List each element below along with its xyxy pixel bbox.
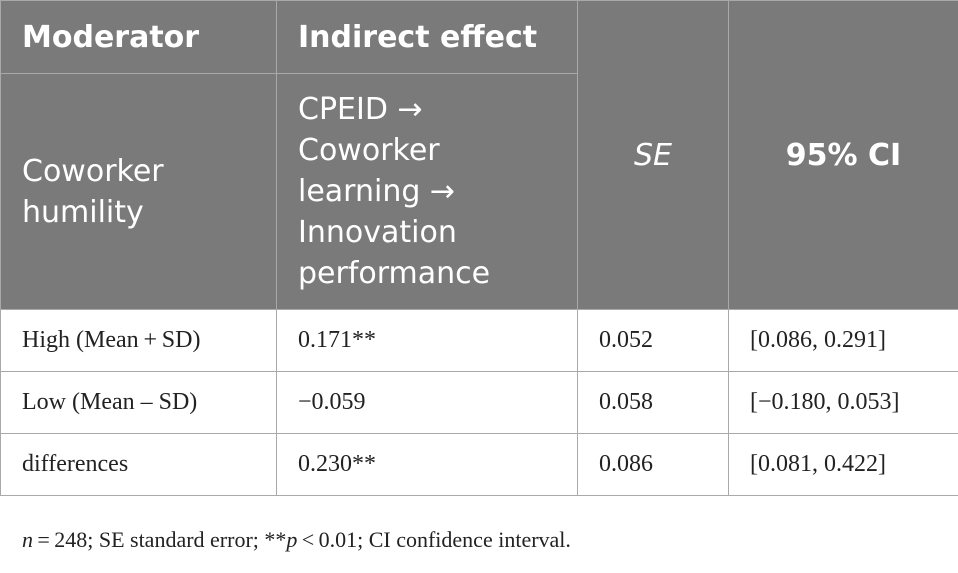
row-low-ci: [−0.180, 0.053] (728, 371, 958, 434)
table-row: differences 0.230** 0.086 [0.081, 0.422] (0, 433, 958, 496)
table-footnote: n = 248; SE standard error; **p < 0.01; … (22, 527, 571, 553)
header-moderator: Moderator (0, 0, 277, 74)
header-indirect-effect: Indirect effect (276, 0, 578, 74)
footnote-sample-text: = 248; SE standard error; ** (33, 527, 287, 552)
row-low-effect: −0.059 (276, 371, 578, 434)
row-high-ci: [0.086, 0.291] (728, 309, 958, 372)
header-se: SE (577, 0, 729, 310)
footnote-p-symbol: p (286, 527, 298, 552)
row-low-se: 0.058 (577, 371, 729, 434)
row-high-se: 0.052 (577, 309, 729, 372)
table-row: Low (Mean – SD) −0.059 0.058 [−0.180, 0.… (0, 371, 958, 434)
results-table: Moderator Indirect effect SE 95% CI Cowo… (0, 0, 958, 496)
row-diff-se: 0.086 (577, 433, 729, 496)
footnote-n-symbol: n (22, 527, 33, 552)
row-high-moderator: High (Mean + SD) (0, 309, 277, 372)
header-ci: 95% CI (728, 0, 958, 310)
row-high-effect: 0.171** (276, 309, 578, 372)
row-diff-effect: 0.230** (276, 433, 578, 496)
table-row: High (Mean + SD) 0.171** 0.052 [0.086, 0… (0, 309, 958, 372)
subheader-indirect-path: CPEID → Coworker learning → Innovation p… (276, 73, 578, 310)
footnote-significance-text: < 0.01; CI confidence interval. (297, 527, 571, 552)
row-diff-moderator: differences (0, 433, 277, 496)
row-diff-ci: [0.081, 0.422] (728, 433, 958, 496)
row-low-moderator: Low (Mean – SD) (0, 371, 277, 434)
subheader-coworker-humility: Coworker humility (0, 73, 277, 310)
